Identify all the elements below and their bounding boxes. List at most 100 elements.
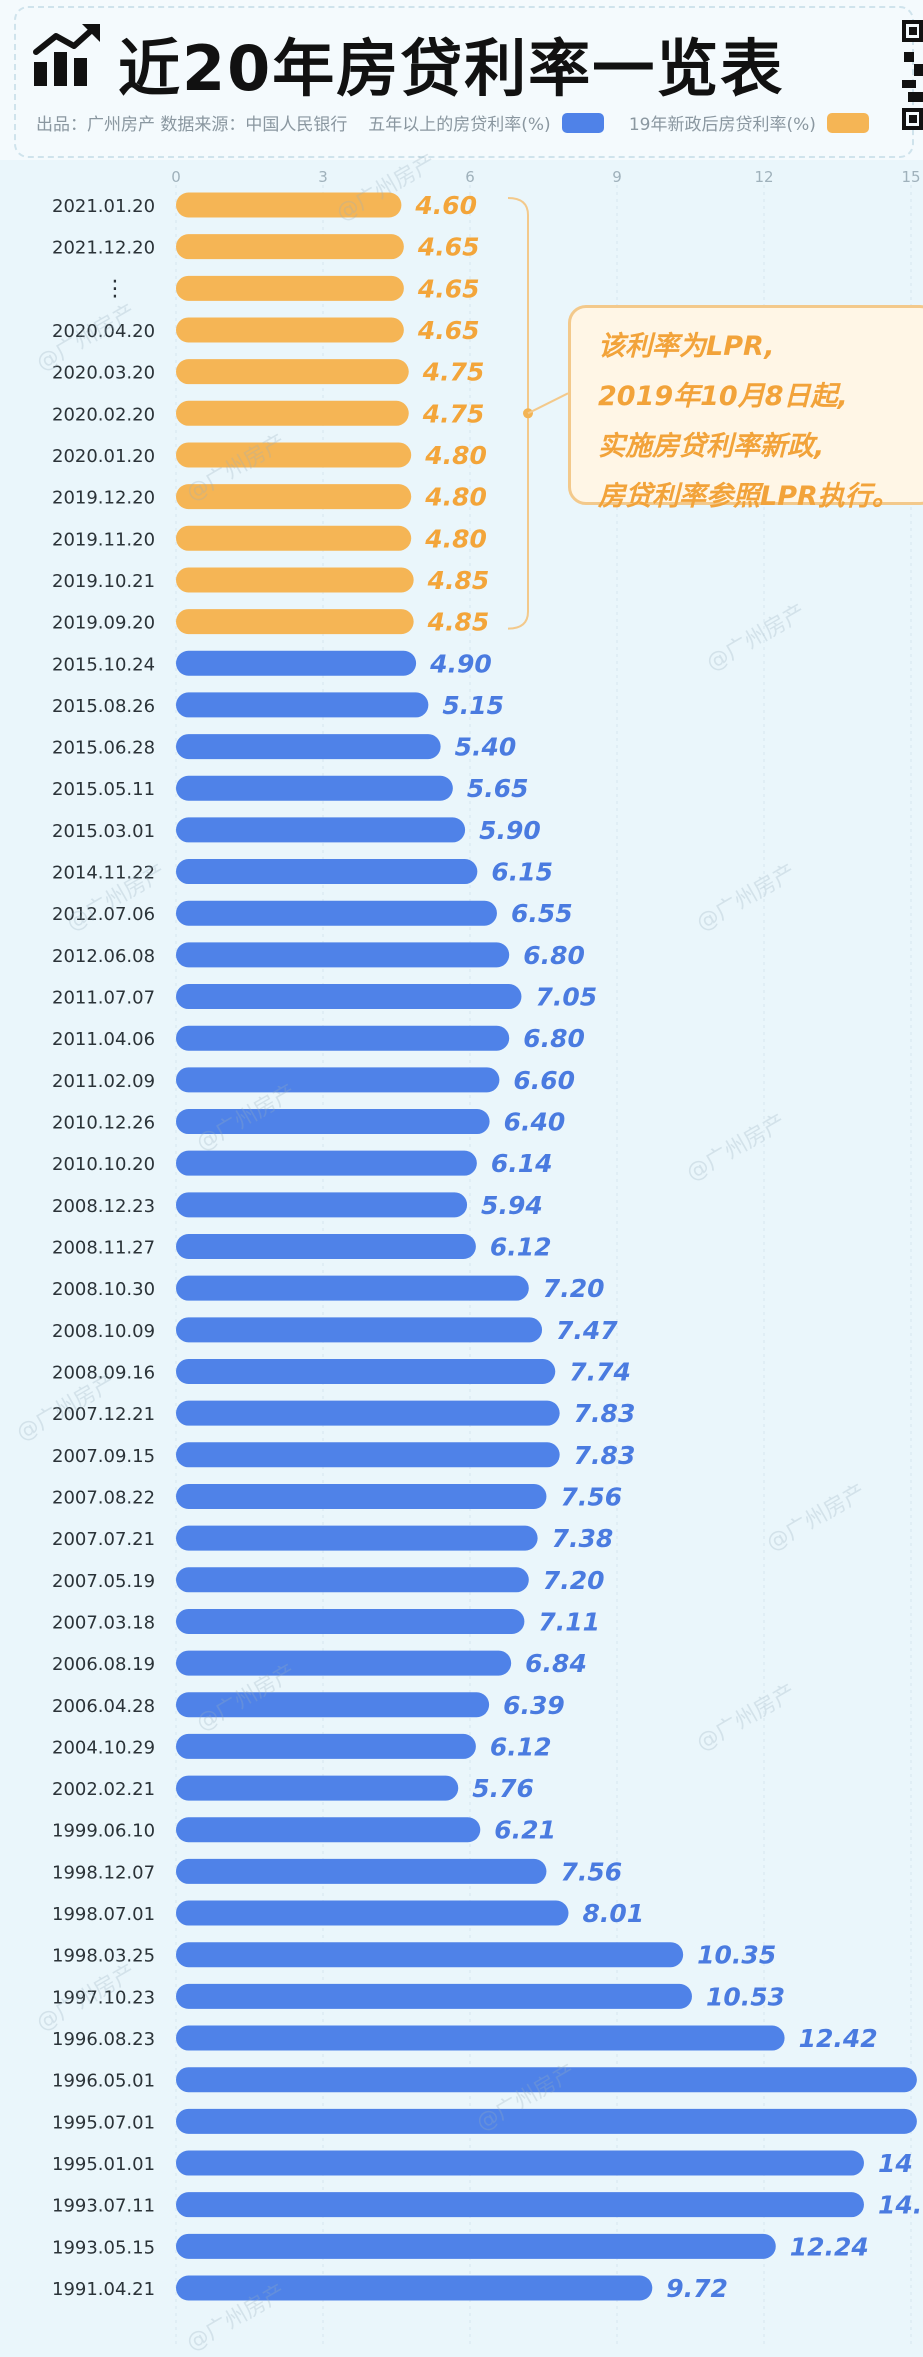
bar [176,317,404,343]
bar [176,692,429,718]
bar [176,1025,510,1051]
category-label: 2015.06.28 [52,738,155,759]
bar [176,359,409,385]
bar-chart: 0 3 6 9 12 15 2021.01.20 4.60 2021.12.20 4.65 ⋮ 4.6… [52,168,923,2347]
legend-swatch-blue [562,112,605,133]
bar [176,859,478,885]
bar [176,1858,547,1884]
category-label: 1993.05.15 [52,2237,155,2258]
bar [176,2233,776,2259]
bar [176,942,510,968]
bar [176,234,404,260]
bar [176,1608,525,1634]
value-label: 6.55 [511,899,573,928]
category-label: 2010.12.26 [52,1113,155,1134]
category-label: 1991.04.21 [52,2279,155,2300]
bar [176,734,441,760]
category-label: 2004.10.29 [52,1737,155,1758]
category-label: 1996.08.23 [52,2029,155,2050]
bar [176,1234,476,1259]
legend-label-blue: 五年以上的房贷利率(%) [368,115,551,135]
value-label: 7.20 [543,1274,605,1303]
qr-code-icon [902,20,923,130]
value-label: 5.76 [472,1774,534,1803]
bar [176,2067,917,2093]
bar [176,817,466,843]
value-label: 4.65 [417,233,480,262]
category-label: 2019.10.21 [52,571,155,592]
category-label: 2015.08.26 [52,696,155,717]
bar [176,775,453,801]
category-label: 2019.12.20 [52,488,155,509]
bar [176,2025,785,2051]
annotation-line: 该利率为LPR, [598,331,775,362]
value-label: 6.12 [490,1732,552,1761]
category-label: 2006.04.28 [52,1696,155,1717]
value-label: 8.01 [582,1899,644,1928]
bar [176,2150,864,2176]
bar [176,2275,653,2301]
bar [176,900,497,926]
bar [176,2108,917,2134]
bar [176,1692,490,1718]
category-label: 2010.10.20 [52,1154,155,1175]
category-label: 1996.05.01 [52,2071,155,2092]
bar [176,1150,477,1176]
category-label: 2020.01.20 [52,446,155,467]
category-label: 2020.02.20 [52,404,155,425]
category-label: 2007.08.22 [52,1487,155,1508]
annotation-line: 房贷利率参照LPR执行。 [598,481,899,512]
value-label: 5.15 [442,691,504,720]
lpr-annotation: 该利率为LPR, 2019年10月8日起, 实施房贷利率新政, 房贷利率参照LP… [598,322,918,522]
value-label: 6.15 [491,858,553,887]
value-label: 6.84 [525,1649,587,1678]
category-label: 2011.02.09 [52,1071,155,1092]
bar [176,192,402,218]
category-label: 1997.10.23 [52,1987,155,2008]
category-label: 2008.10.09 [52,1321,155,1342]
category-label: 2007.07.21 [52,1529,155,1550]
category-label: ⋮ [104,276,126,301]
category-label: 2007.09.15 [52,1446,155,1467]
category-label: 2015.03.01 [52,821,155,842]
value-label: 4.85 [427,566,490,595]
value-label: 5.90 [479,816,541,845]
value-label: 7.83 [574,1441,636,1470]
value-label: 7.38 [552,1524,614,1553]
source-text: 出品：广州房产 数据来源：中国人民银行 [36,115,348,135]
value-label: 4.85 [427,608,490,637]
value-label: 5.94 [481,1191,543,1220]
bar [176,1483,547,1509]
value-label: 4.80 [424,483,487,512]
bar [176,1650,512,1676]
bar [176,2192,864,2218]
legend-label-orange: 19年新政后房贷利率(%) [628,115,816,135]
category-label: 1998.03.25 [52,1946,155,1967]
bar [176,484,412,510]
category-label: 2021.12.20 [52,238,155,259]
category-label: 1995.07.01 [52,2112,155,2133]
bar [176,1942,684,1968]
bar [176,1317,543,1343]
bar [176,1275,529,1301]
bar [176,650,417,676]
value-label: 10.35 [697,1941,776,1970]
x-tick-label: 9 [612,168,622,186]
value-label: 5.65 [467,774,529,803]
value-label: 6.14 [491,1149,553,1178]
category-label: 2007.03.18 [52,1612,155,1633]
category-label: 2012.07.06 [52,904,155,925]
category-label: 2020.04.20 [52,321,155,342]
value-label: 12.42 [799,2024,878,2053]
bar [176,1192,468,1218]
value-label: 7.56 [560,1857,622,1886]
value-label: 7.11 [538,1607,600,1636]
bar [176,567,414,593]
bracket-connector [527,392,569,415]
category-label: 2019.11.20 [52,529,155,550]
value-label: 4.60 [414,191,477,220]
value-label: 4.75 [422,399,485,428]
bar [176,1358,556,1384]
value-label: 4.75 [422,358,485,387]
category-label: 1999.06.10 [52,1821,155,1842]
